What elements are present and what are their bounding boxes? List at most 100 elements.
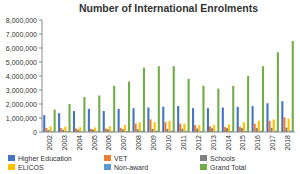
bar	[75, 129, 77, 133]
y-axis-line	[42, 20, 43, 132]
x-tick-label: 2008	[135, 135, 142, 151]
x-tick-label: 2004	[76, 135, 83, 151]
bar	[188, 79, 190, 132]
x-tick-label: 2007	[120, 135, 127, 151]
bar	[273, 119, 275, 132]
x-tick-label: 2010	[165, 135, 172, 151]
bar	[162, 107, 164, 132]
bar	[271, 128, 273, 132]
y-tick-label: 2,000,000	[6, 101, 37, 108]
bar	[132, 108, 134, 132]
bar	[207, 108, 209, 132]
bar	[120, 128, 122, 132]
bar	[94, 128, 96, 132]
legend-swatch	[104, 155, 111, 161]
bars	[43, 41, 294, 132]
bar	[179, 124, 181, 132]
x-tick-label: 2014	[225, 135, 232, 151]
bar	[43, 115, 45, 132]
x-tick-label: 2015	[239, 135, 246, 151]
legend-label: VET	[114, 155, 128, 162]
legend-swatch	[200, 164, 207, 170]
bar	[254, 124, 256, 132]
bar	[118, 109, 120, 132]
legend-label: ELICOS	[18, 164, 44, 171]
x-axis: 2002200320042005200620072008200920102011…	[46, 135, 291, 151]
bar	[124, 125, 126, 132]
bar	[217, 89, 219, 132]
bar	[213, 125, 215, 132]
bar	[222, 108, 224, 133]
bar	[241, 128, 243, 132]
bar	[164, 122, 166, 132]
bar	[258, 121, 260, 132]
bar	[49, 126, 51, 132]
bar	[88, 109, 90, 132]
y-tick-label: 6,000,000	[6, 45, 37, 52]
bar	[79, 127, 81, 132]
chart-title: Number of International Enrolments	[79, 2, 258, 14]
bar	[224, 127, 226, 132]
x-tick-label: 2009	[150, 135, 157, 151]
y-axis: 01,000,0002,000,0003,000,0004,000,0005,0…	[6, 17, 42, 136]
bar	[105, 129, 107, 133]
bar	[183, 124, 185, 132]
bar	[262, 66, 264, 132]
bar	[196, 129, 198, 133]
x-tick-label: 2018	[284, 135, 291, 151]
bar	[113, 86, 115, 132]
bar	[54, 110, 56, 132]
y-tick-label: 1,000,000	[6, 115, 37, 122]
bar	[143, 68, 145, 132]
bar	[232, 86, 234, 132]
bar	[209, 126, 211, 132]
bar	[198, 125, 200, 132]
bar	[147, 108, 149, 133]
bar	[181, 129, 183, 132]
bar	[109, 126, 111, 132]
legend-swatch	[200, 155, 207, 161]
y-tick-label: 7,000,000	[6, 31, 37, 38]
bar	[283, 117, 285, 132]
legend-label: Higher Education	[18, 155, 72, 163]
bar	[60, 128, 62, 132]
bar	[269, 121, 271, 132]
bar	[149, 119, 151, 132]
bar	[192, 108, 194, 132]
bar	[237, 107, 239, 132]
bar	[177, 106, 179, 132]
y-tick-label: 8,000,000	[6, 17, 37, 24]
legend-label: Grand Total	[210, 164, 247, 171]
bar	[128, 82, 130, 132]
bar	[288, 119, 290, 132]
legend-swatch	[8, 155, 15, 161]
chart: Number of International Enrolments 0 1,000…	[0, 0, 300, 174]
bar	[169, 121, 171, 132]
bar	[281, 101, 283, 132]
y-tick-label: 4,000,000	[6, 73, 37, 80]
x-tick-label: 2017	[269, 135, 276, 151]
bar	[239, 127, 241, 132]
bar	[292, 41, 294, 132]
y-tick-label: 3,000,000	[6, 87, 37, 94]
x-tick-label: 2003	[61, 135, 68, 151]
bar	[83, 97, 85, 132]
bar	[285, 128, 287, 132]
bar	[58, 113, 60, 132]
bar	[173, 66, 175, 132]
y-tick-label: 0	[33, 129, 37, 136]
bar	[194, 125, 196, 132]
x-tick-label: 2002	[46, 135, 53, 151]
x-tick-label: 2012	[195, 135, 202, 151]
bar	[64, 127, 66, 132]
bar	[139, 122, 141, 132]
legend-label: Schools	[210, 155, 235, 162]
bar	[226, 128, 228, 132]
bar	[158, 66, 160, 132]
legend-swatch	[104, 164, 111, 170]
bar	[98, 96, 100, 132]
x-tick-label: 2005	[91, 135, 98, 151]
bar	[135, 124, 137, 132]
x-axis-line	[42, 132, 295, 133]
legend-swatch	[8, 164, 15, 170]
